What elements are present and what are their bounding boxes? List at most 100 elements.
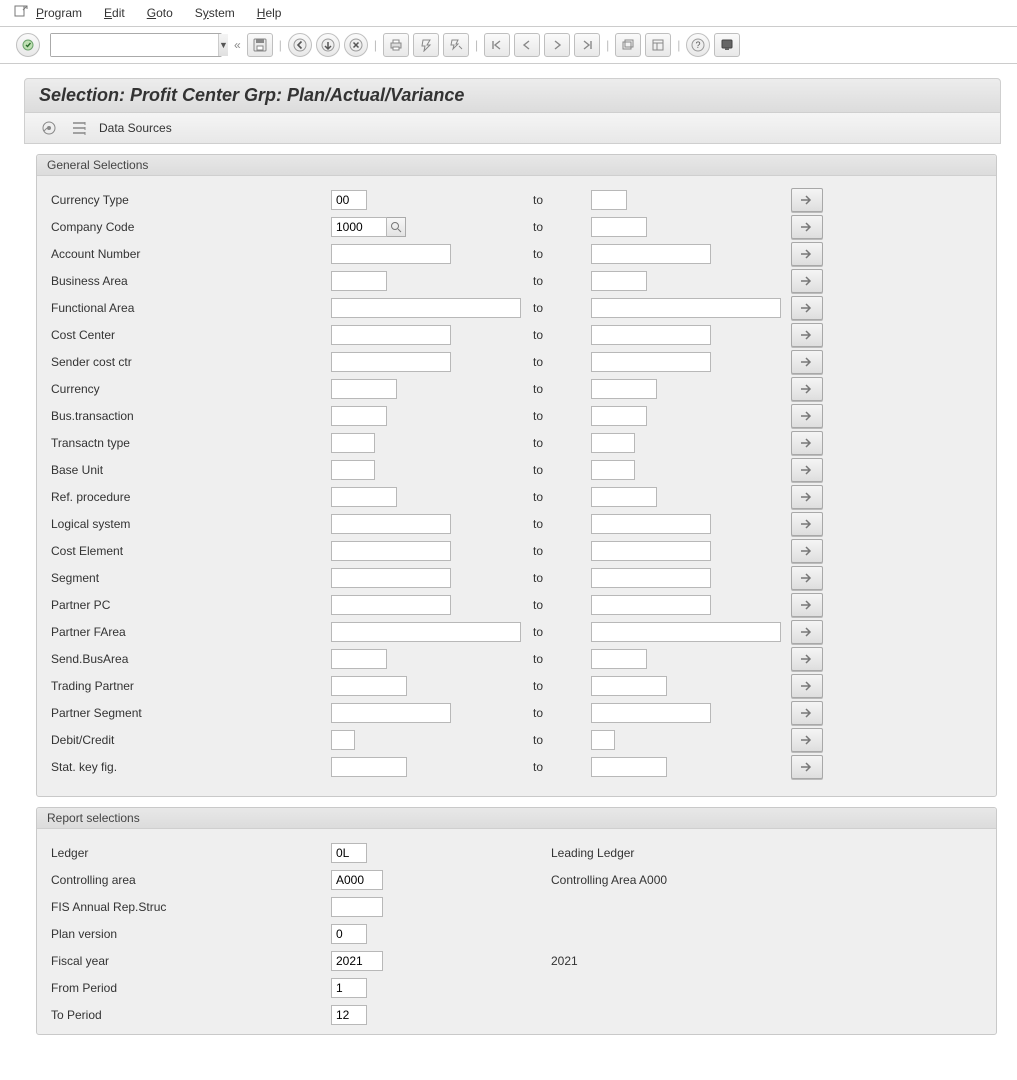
local-layout-icon[interactable] bbox=[714, 33, 740, 57]
multiple-selection-icon[interactable] bbox=[791, 350, 823, 374]
to-input[interactable] bbox=[591, 541, 711, 561]
from-input[interactable] bbox=[331, 757, 407, 777]
multiple-selection-icon[interactable] bbox=[791, 566, 823, 590]
report-input[interactable] bbox=[331, 978, 367, 998]
multiple-selection-icon[interactable] bbox=[791, 296, 823, 320]
menu-program[interactable]: Program bbox=[36, 6, 82, 20]
from-input[interactable] bbox=[331, 568, 451, 588]
from-input[interactable] bbox=[331, 595, 451, 615]
to-input[interactable] bbox=[591, 649, 647, 669]
from-input[interactable] bbox=[331, 298, 521, 318]
to-input[interactable] bbox=[591, 244, 711, 264]
multiple-selection-icon[interactable] bbox=[791, 701, 823, 725]
from-input[interactable] bbox=[331, 460, 375, 480]
command-input[interactable] bbox=[51, 34, 218, 56]
to-input[interactable] bbox=[591, 487, 657, 507]
to-input[interactable] bbox=[591, 568, 711, 588]
from-input[interactable] bbox=[331, 217, 387, 237]
to-input[interactable] bbox=[591, 514, 711, 534]
search-help-icon[interactable] bbox=[387, 217, 406, 237]
from-input[interactable] bbox=[331, 622, 521, 642]
multiple-selection-icon[interactable] bbox=[791, 755, 823, 779]
multiple-selection-icon[interactable] bbox=[791, 485, 823, 509]
to-input[interactable] bbox=[591, 217, 647, 237]
multiple-selection-icon[interactable] bbox=[791, 431, 823, 455]
multiple-selection-icon[interactable] bbox=[791, 323, 823, 347]
report-input[interactable] bbox=[331, 897, 383, 917]
from-input[interactable] bbox=[331, 541, 451, 561]
from-input[interactable] bbox=[331, 676, 407, 696]
from-input[interactable] bbox=[331, 190, 367, 210]
from-input[interactable] bbox=[331, 514, 451, 534]
variant-icon[interactable] bbox=[69, 119, 89, 137]
print-icon[interactable] bbox=[383, 33, 409, 57]
menu-edit[interactable]: Edit bbox=[104, 6, 125, 20]
multiple-selection-icon[interactable] bbox=[791, 674, 823, 698]
find-icon[interactable] bbox=[413, 33, 439, 57]
multiple-selection-icon[interactable] bbox=[791, 404, 823, 428]
menu-help[interactable]: Help bbox=[257, 6, 282, 20]
to-input[interactable] bbox=[591, 271, 647, 291]
report-input[interactable] bbox=[331, 924, 367, 944]
to-input[interactable] bbox=[591, 703, 711, 723]
multiple-selection-icon[interactable] bbox=[791, 269, 823, 293]
to-input[interactable] bbox=[591, 379, 657, 399]
to-input[interactable] bbox=[591, 730, 615, 750]
report-input[interactable] bbox=[331, 843, 367, 863]
to-input[interactable] bbox=[591, 298, 781, 318]
to-input[interactable] bbox=[591, 352, 711, 372]
back-icon[interactable] bbox=[288, 33, 312, 57]
multiple-selection-icon[interactable] bbox=[791, 593, 823, 617]
save-icon[interactable] bbox=[247, 33, 273, 57]
multiple-selection-icon[interactable] bbox=[791, 647, 823, 671]
from-input[interactable] bbox=[331, 271, 387, 291]
multiple-selection-icon[interactable] bbox=[791, 377, 823, 401]
next-page-icon[interactable] bbox=[544, 33, 570, 57]
layout-icon[interactable] bbox=[645, 33, 671, 57]
multiple-selection-icon[interactable] bbox=[791, 728, 823, 752]
multiple-selection-icon[interactable] bbox=[791, 188, 823, 212]
exit-icon[interactable] bbox=[316, 33, 340, 57]
prev-page-icon[interactable] bbox=[514, 33, 540, 57]
report-input[interactable] bbox=[331, 870, 383, 890]
menu-system[interactable]: System bbox=[195, 6, 235, 20]
from-input[interactable] bbox=[331, 703, 451, 723]
last-page-icon[interactable] bbox=[574, 33, 600, 57]
to-input[interactable] bbox=[591, 676, 667, 696]
cancel-icon[interactable] bbox=[344, 33, 368, 57]
to-input[interactable] bbox=[591, 325, 711, 345]
first-page-icon[interactable] bbox=[484, 33, 510, 57]
multiple-selection-icon[interactable] bbox=[791, 620, 823, 644]
multiple-selection-icon[interactable] bbox=[791, 512, 823, 536]
multiple-selection-icon[interactable] bbox=[791, 539, 823, 563]
from-input[interactable] bbox=[331, 352, 451, 372]
new-session-icon[interactable] bbox=[14, 4, 28, 18]
enter-icon[interactable] bbox=[16, 33, 40, 57]
from-input[interactable] bbox=[331, 244, 451, 264]
menu-goto[interactable]: Goto bbox=[147, 6, 173, 20]
multiple-selection-icon[interactable] bbox=[791, 215, 823, 239]
from-input[interactable] bbox=[331, 730, 355, 750]
report-input[interactable] bbox=[331, 951, 383, 971]
to-input[interactable] bbox=[591, 406, 647, 426]
from-input[interactable] bbox=[331, 487, 397, 507]
from-input[interactable] bbox=[331, 379, 397, 399]
to-input[interactable] bbox=[591, 595, 711, 615]
command-dropdown[interactable]: ▼ bbox=[218, 34, 228, 56]
command-field[interactable]: ▼ bbox=[50, 33, 222, 57]
multiple-selection-icon[interactable] bbox=[791, 242, 823, 266]
from-input[interactable] bbox=[331, 433, 375, 453]
find-next-icon[interactable] bbox=[443, 33, 469, 57]
from-input[interactable] bbox=[331, 325, 451, 345]
new-window-icon[interactable] bbox=[615, 33, 641, 57]
to-input[interactable] bbox=[591, 433, 635, 453]
from-input[interactable] bbox=[331, 406, 387, 426]
multiple-selection-icon[interactable] bbox=[791, 458, 823, 482]
from-input[interactable] bbox=[331, 649, 387, 669]
report-input[interactable] bbox=[331, 1005, 367, 1025]
execute-icon[interactable] bbox=[39, 119, 59, 137]
to-input[interactable] bbox=[591, 757, 667, 777]
data-sources-button[interactable]: Data Sources bbox=[99, 121, 172, 135]
to-input[interactable] bbox=[591, 622, 781, 642]
help-icon[interactable]: ? bbox=[686, 33, 710, 57]
